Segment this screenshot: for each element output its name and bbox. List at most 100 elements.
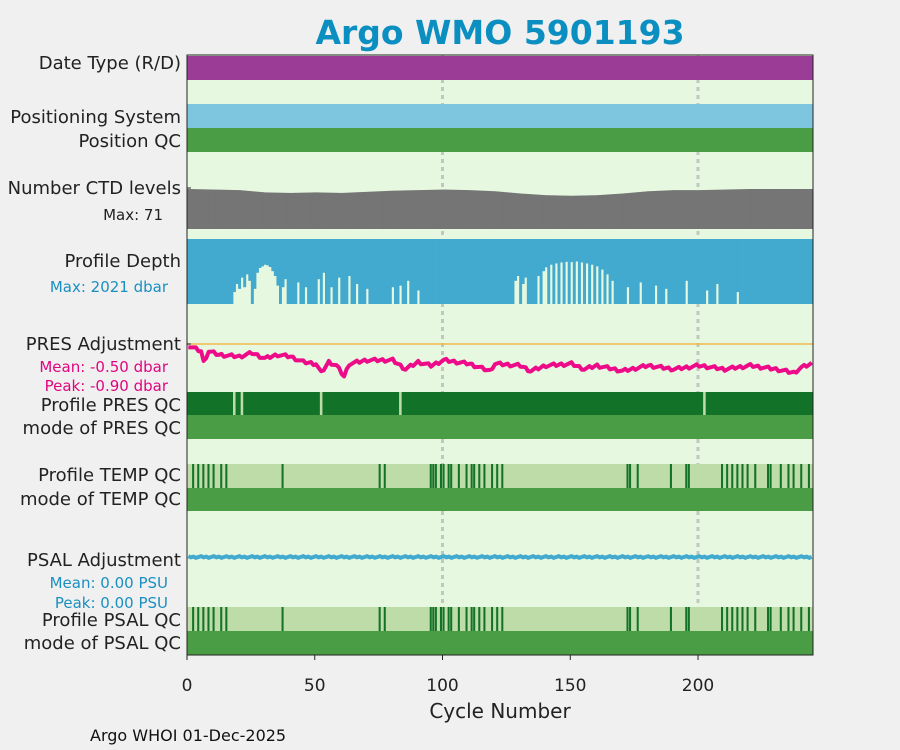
profile-depth-bar (296, 239, 300, 283)
ctd-levels-bar (736, 189, 740, 229)
profile-depth-bar (307, 239, 311, 304)
ctd-levels-bar (381, 191, 385, 229)
ctd-levels-bar (657, 190, 661, 229)
profile-depth-bar (726, 239, 730, 304)
profile-temp-qc-flag (439, 464, 442, 488)
ctd-levels-bar (445, 189, 449, 229)
profile-depth-bar (646, 239, 650, 304)
profile-depth-bar (641, 239, 645, 304)
ctd-levels-bar (708, 189, 712, 229)
profile-depth-bar (654, 239, 658, 286)
profile-temp-qc-flag (721, 464, 724, 488)
profile-depth-bar (593, 239, 597, 304)
profile-psal-qc-flag (447, 607, 450, 631)
label-date-type: Date Type (R/D) (39, 53, 181, 74)
ctd-levels-bar (202, 189, 206, 229)
profile-temp-qc-flag (281, 464, 284, 488)
profile-temp-qc-flag (629, 464, 632, 488)
ctd-levels-bar (644, 191, 648, 229)
profile-psal-qc-flag (685, 607, 688, 631)
profile-depth-bar (342, 239, 346, 304)
ctd-levels-bar (271, 192, 275, 229)
profile-depth-bar (401, 239, 405, 304)
profile-temp-qc-flag (192, 464, 195, 488)
ctd-levels-bar (289, 192, 293, 229)
profile-psal-qc-flag (378, 607, 381, 631)
ctd-levels-bar (222, 189, 226, 229)
profile-depth-bar (603, 239, 607, 304)
ctd-levels-bar (230, 189, 234, 229)
profile-depth-bar (616, 239, 620, 304)
ctd-levels-bar (759, 189, 763, 229)
profile-depth-bar (692, 239, 696, 304)
profile-depth-bar (705, 239, 709, 291)
profile-depth-bar (240, 239, 244, 278)
profile-depth-bar (508, 239, 512, 304)
ctd-levels-bar (613, 194, 617, 229)
ctd-levels-bar (595, 195, 599, 229)
profile-depth-bar (537, 239, 541, 276)
profile-depth-bar (698, 239, 701, 304)
ctd-levels-bar (488, 191, 492, 229)
ctd-levels-bar (197, 189, 201, 229)
profile-depth-bar (608, 239, 612, 304)
ctd-levels-bar (391, 190, 395, 229)
ctd-levels-bar (363, 191, 367, 229)
profile-temp-qc-flag (731, 464, 734, 488)
ctd-levels-bar (501, 191, 505, 229)
profile-depth-bar (350, 239, 354, 304)
ctd-levels-bar (393, 190, 397, 229)
profile-depth-bar (358, 239, 362, 304)
profile-temp-qc-flag (746, 464, 749, 488)
profile-depth-bar (769, 239, 773, 304)
ctd-levels-bar (675, 190, 678, 229)
profile-temp-qc-flag (202, 464, 205, 488)
profile-depth-bar (767, 239, 770, 304)
profile-psal-qc-flag (202, 607, 205, 631)
profile-depth-bar (623, 239, 627, 304)
ctd-levels-bar (552, 195, 556, 229)
ctd-levels-bar (744, 189, 747, 229)
profile-depth-bar (253, 239, 257, 289)
ctd-levels-bar (452, 189, 456, 229)
profile-depth-bar (544, 239, 548, 268)
ctd-levels-bar (557, 195, 561, 229)
ctd-levels-bar (396, 190, 400, 229)
profile-pres-qc-flag (319, 392, 323, 415)
profile-temp-qc-flag (626, 464, 629, 488)
ctd-levels-bar (570, 195, 574, 229)
ctd-levels-bar (600, 194, 604, 229)
ctd-levels-bar (307, 192, 311, 229)
ctd-levels-bar (273, 192, 277, 229)
ctd-levels-bar (807, 189, 811, 229)
profile-depth-bar (215, 239, 219, 304)
footer-credit: Argo WHOI 01-Dec-2025 (90, 726, 286, 745)
profile-depth-bar (710, 239, 714, 304)
profile-depth-bar (406, 239, 410, 281)
profile-depth-bar (442, 239, 446, 304)
profile-temp-qc-flag (207, 464, 210, 488)
ctd-levels-bar (641, 191, 645, 229)
ctd-levels-bar (470, 190, 474, 229)
ctd-levels-bar (263, 192, 267, 229)
ctd-levels-bar (572, 195, 576, 229)
profile-depth-bar (792, 239, 796, 304)
ctd-levels-bar (353, 192, 357, 229)
position-qc-bar (187, 128, 813, 152)
profile-depth-bar (552, 239, 556, 304)
profile-depth-bar (480, 239, 484, 304)
profile-depth-bar (736, 239, 740, 293)
ctd-levels-bar (416, 190, 420, 229)
profile-depth-bar (516, 239, 520, 276)
profile-depth-bar (281, 239, 285, 288)
profile-depth-bar (565, 239, 569, 262)
mode-pres-qc-bar (187, 415, 813, 439)
profile-depth-bar (687, 239, 691, 304)
profile-depth-bar (754, 239, 758, 304)
profile-depth-bar (519, 239, 523, 304)
profile-psal-qc-flag (629, 607, 632, 631)
profile-temp-qc-flag (478, 464, 481, 488)
profile-depth-bar (189, 239, 193, 304)
stat-psal-adjustment-mean: Mean: 0.00 PSU (50, 574, 168, 592)
profile-depth-bar (685, 239, 689, 281)
